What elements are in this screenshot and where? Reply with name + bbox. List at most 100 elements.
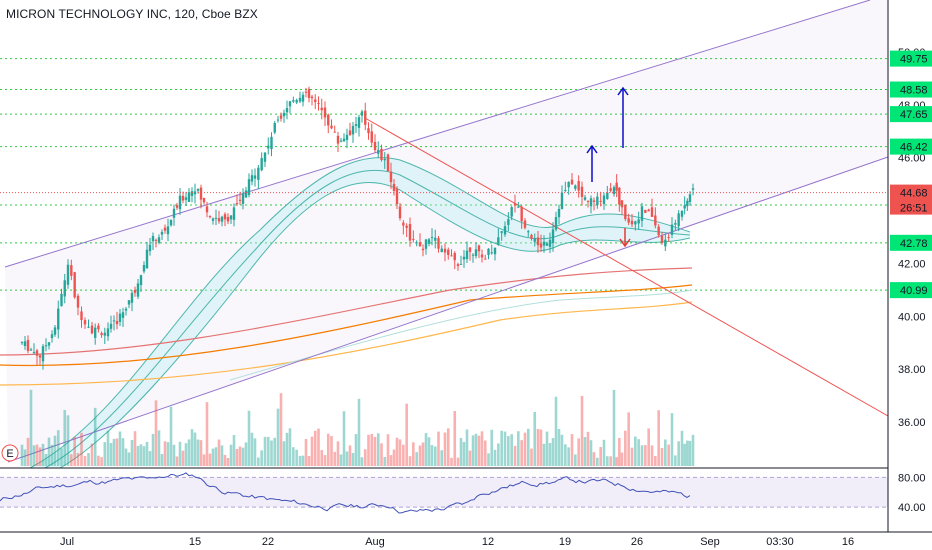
candle[interactable] (241, 193, 245, 204)
candle[interactable] (279, 115, 283, 119)
candle[interactable] (333, 131, 336, 133)
candle[interactable] (564, 189, 567, 191)
candle[interactable] (680, 211, 684, 217)
candle[interactable] (196, 188, 200, 191)
candle[interactable] (637, 219, 640, 224)
candle[interactable] (327, 114, 330, 126)
candle[interactable] (44, 345, 48, 347)
candle[interactable] (184, 197, 188, 200)
candle[interactable] (273, 123, 276, 133)
candle[interactable] (229, 215, 233, 220)
candle[interactable] (688, 194, 692, 202)
lower-channel-line[interactable] (7, 156, 889, 463)
candle[interactable] (583, 197, 587, 200)
candle[interactable] (630, 220, 634, 225)
candle[interactable] (380, 148, 383, 160)
candle[interactable] (691, 188, 695, 190)
candle[interactable] (87, 326, 90, 328)
candle[interactable] (405, 225, 408, 228)
candle[interactable] (94, 327, 97, 338)
candle[interactable] (580, 186, 584, 197)
candle[interactable] (660, 235, 664, 243)
candle[interactable] (253, 175, 257, 179)
candle[interactable] (507, 219, 510, 225)
candle[interactable] (484, 258, 487, 260)
candle[interactable] (190, 191, 194, 196)
candle[interactable] (386, 154, 390, 172)
candle[interactable] (606, 192, 609, 200)
candle[interactable] (536, 237, 540, 246)
candle[interactable] (434, 237, 437, 241)
earnings-event-marker[interactable] (1, 444, 19, 462)
candle[interactable] (510, 207, 513, 217)
candle[interactable] (430, 237, 434, 239)
candle[interactable] (53, 327, 57, 335)
candle[interactable] (103, 332, 106, 336)
candle[interactable] (465, 250, 469, 260)
candle[interactable] (599, 200, 602, 202)
candle[interactable] (650, 207, 654, 217)
candle[interactable] (533, 238, 536, 242)
candle[interactable] (477, 245, 481, 252)
candle[interactable] (548, 239, 552, 247)
candle[interactable] (539, 243, 543, 248)
candle[interactable] (395, 188, 399, 205)
candle[interactable] (118, 313, 122, 322)
candle[interactable] (226, 216, 230, 222)
candle[interactable] (320, 107, 323, 111)
candle[interactable] (383, 158, 386, 161)
candle[interactable] (592, 200, 596, 202)
candle[interactable] (142, 264, 146, 272)
candle[interactable] (554, 217, 558, 230)
candle[interactable] (545, 243, 549, 246)
candle[interactable] (202, 197, 206, 203)
candle[interactable] (373, 141, 377, 151)
candle[interactable] (60, 293, 63, 307)
candle[interactable] (364, 110, 367, 125)
candle[interactable] (270, 136, 273, 150)
candle[interactable] (26, 339, 30, 352)
candle[interactable] (624, 204, 627, 220)
candle[interactable] (112, 320, 116, 322)
candle[interactable] (557, 208, 561, 218)
candle[interactable] (437, 238, 440, 249)
candle[interactable] (314, 99, 317, 103)
candle[interactable] (139, 275, 143, 286)
candle[interactable] (133, 289, 137, 293)
candle[interactable] (342, 138, 346, 142)
candle[interactable] (97, 325, 100, 330)
candle[interactable] (667, 236, 670, 238)
candle[interactable] (474, 249, 478, 257)
candle[interactable] (490, 252, 493, 254)
candle[interactable] (323, 107, 327, 118)
candle[interactable] (109, 323, 113, 329)
candle[interactable] (130, 292, 134, 303)
candle[interactable] (136, 283, 140, 297)
candle[interactable] (634, 221, 637, 225)
candle[interactable] (214, 217, 218, 219)
candle[interactable] (20, 342, 24, 344)
candle[interactable] (348, 130, 352, 136)
candle[interactable] (500, 231, 503, 233)
candle[interactable] (63, 280, 66, 297)
candle[interactable] (443, 248, 447, 253)
candle[interactable] (447, 249, 450, 256)
candle[interactable] (421, 248, 425, 251)
candle[interactable] (288, 101, 292, 107)
candle[interactable] (450, 255, 453, 257)
candle[interactable] (166, 226, 170, 235)
candle[interactable] (232, 207, 236, 220)
candle[interactable] (70, 265, 73, 276)
candle[interactable] (520, 206, 523, 222)
candle[interactable] (220, 216, 224, 222)
candle[interactable] (247, 179, 251, 196)
candle[interactable] (145, 249, 149, 269)
candle[interactable] (23, 341, 27, 347)
candle[interactable] (471, 254, 475, 256)
candle[interactable] (357, 117, 361, 128)
candle[interactable] (493, 247, 497, 255)
candle[interactable] (367, 128, 370, 134)
candle[interactable] (339, 140, 343, 142)
candle[interactable] (276, 119, 280, 121)
candle[interactable] (160, 231, 164, 235)
